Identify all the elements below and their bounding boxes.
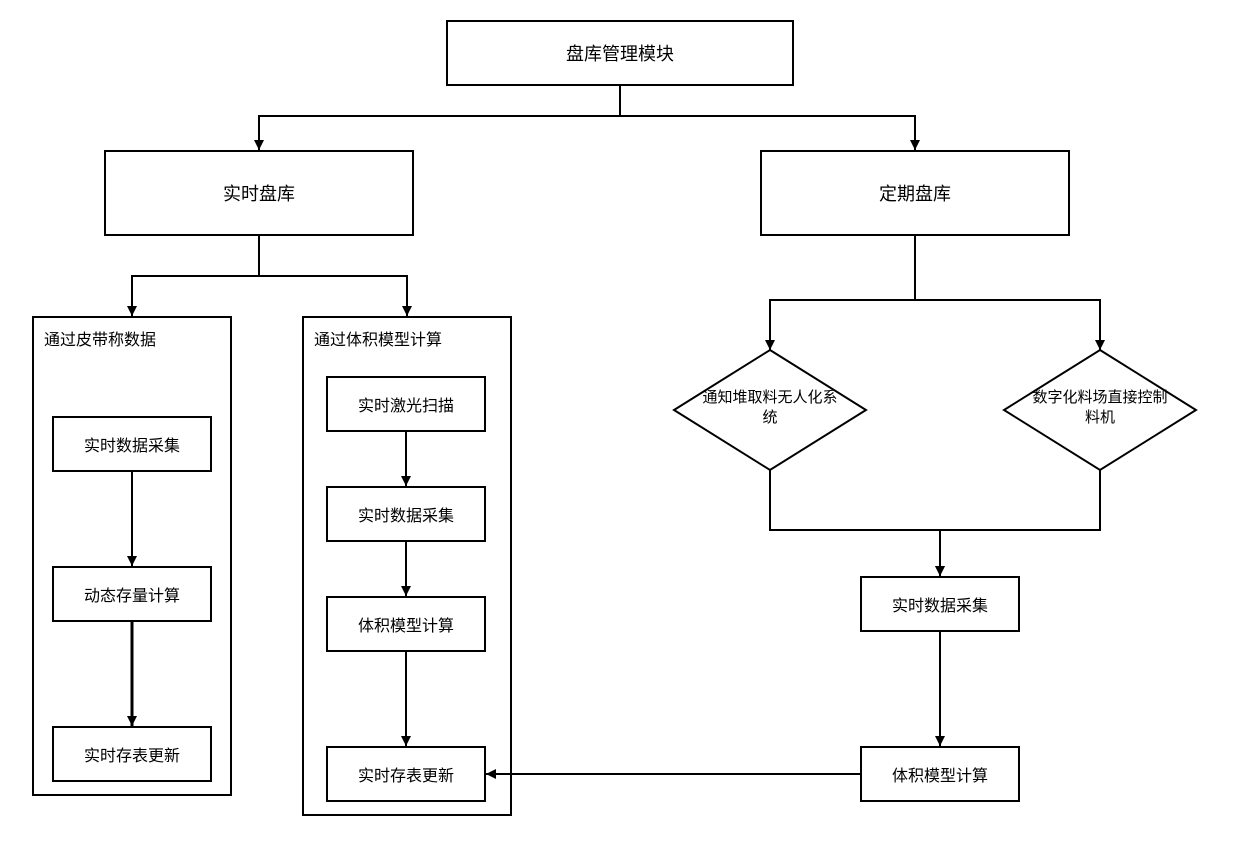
group-belt-scale: 通过皮带称数据 — [32, 316, 232, 796]
node-periodic-label: 定期盘库 — [879, 180, 951, 206]
node-periodic: 定期盘库 — [760, 150, 1070, 236]
node-r3-label: 体积模型计算 — [358, 612, 454, 636]
diamond-d1-label: 通知堆取料无人化系统 — [700, 388, 840, 427]
node-r2: 实时数据采集 — [326, 486, 486, 542]
node-r1-label: 实时激光扫描 — [358, 392, 454, 416]
diamond-d2-label: 数字化料场直接控制料机 — [1030, 388, 1170, 427]
node-p2: 体积模型计算 — [860, 746, 1020, 802]
node-l3: 实时存表更新 — [52, 726, 212, 782]
node-l1-label: 实时数据采集 — [84, 432, 180, 456]
node-p1: 实时数据采集 — [860, 576, 1020, 632]
node-root: 盘库管理模块 — [446, 20, 794, 86]
node-r2-label: 实时数据采集 — [358, 502, 454, 526]
node-r4-label: 实时存表更新 — [358, 762, 454, 786]
node-l1: 实时数据采集 — [52, 416, 212, 472]
node-root-label: 盘库管理模块 — [566, 40, 674, 66]
node-realtime-label: 实时盘库 — [223, 180, 295, 206]
group-belt-scale-title: 通过皮带称数据 — [34, 318, 166, 358]
node-r1: 实时激光扫描 — [326, 376, 486, 432]
node-l2-label: 动态存量计算 — [84, 582, 180, 606]
group-volume-model-title: 通过体积模型计算 — [304, 318, 452, 358]
node-l3-label: 实时存表更新 — [84, 742, 180, 766]
node-p1-label: 实时数据采集 — [892, 592, 988, 616]
node-p2-label: 体积模型计算 — [892, 762, 988, 786]
node-realtime: 实时盘库 — [104, 150, 414, 236]
node-r4: 实时存表更新 — [326, 746, 486, 802]
node-l2: 动态存量计算 — [52, 566, 212, 622]
node-r3: 体积模型计算 — [326, 596, 486, 652]
